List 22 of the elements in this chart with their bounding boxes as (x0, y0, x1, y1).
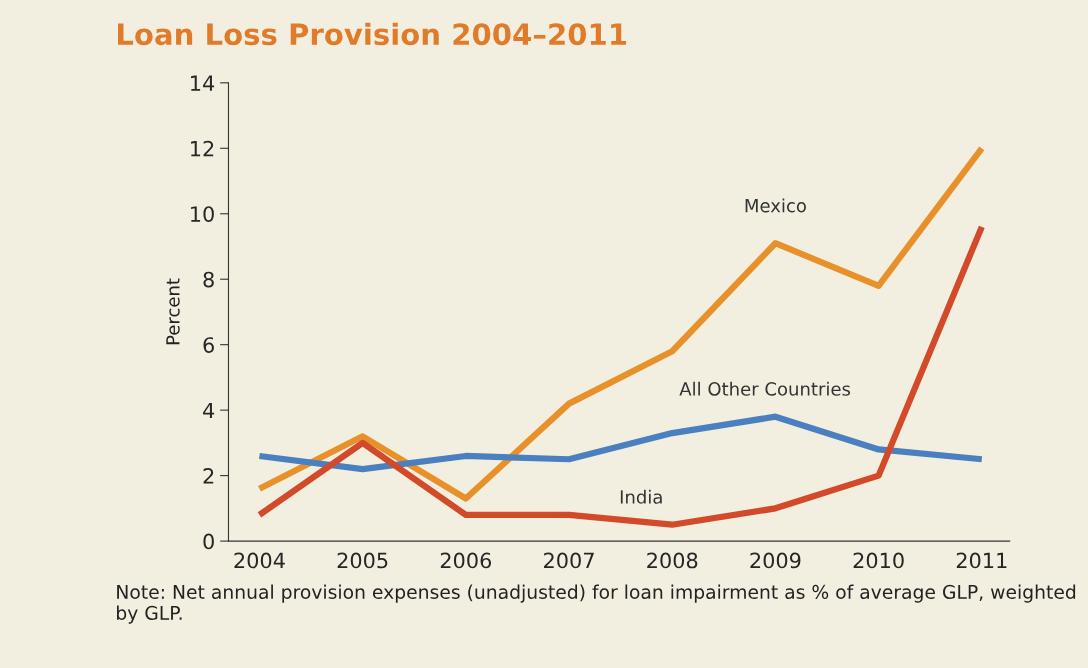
y-tick-label: 14 (191, 75, 215, 91)
y-tick-label: 0 (203, 533, 214, 550)
y-axis-title: Percent (166, 278, 180, 345)
x-tick-label: 2007 (544, 552, 594, 569)
x-tick-label: 2009 (750, 552, 801, 569)
x-tick-label: 2008 (647, 552, 698, 569)
text: Mexico (745, 198, 806, 213)
x-tick-label: 2010 (853, 552, 904, 569)
series-label: India (620, 489, 662, 504)
y-tick-label: 8 (203, 271, 214, 288)
x-tick-label: 2011 (956, 552, 1007, 569)
text: Note: Net annual provision expenses (unadjusted) for loan impairment as % of average GLP, weighted by GLP. (117, 584, 1076, 624)
y-tick-label: 2 (203, 468, 214, 484)
y-tick-label: 12 (191, 140, 214, 157)
series-label: All Other Countries (679, 381, 851, 396)
x-tick-label: 2006 (440, 552, 492, 569)
x-tick-label: 2005 (337, 552, 388, 569)
y-tick-label: 10 (191, 206, 214, 222)
chart-title: Loan Loss Provision 2004–2011 (118, 22, 627, 46)
y-tick-label: 6 (203, 337, 214, 353)
y-tick-label: 4 (203, 402, 215, 419)
x-tick-label: 2004 (234, 552, 285, 569)
